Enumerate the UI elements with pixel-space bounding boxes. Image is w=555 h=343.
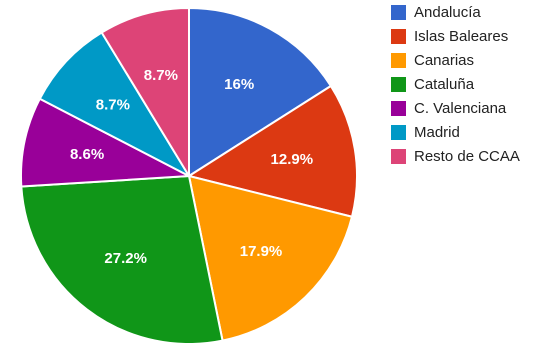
legend-label: C. Valenciana <box>414 100 507 117</box>
legend-item: Cataluña <box>391 76 475 93</box>
legend: Andalucía Islas Baleares Canarias Cataluña C… <box>391 4 520 165</box>
legend-swatch <box>391 77 406 92</box>
legend-item: Andalucía <box>391 4 481 21</box>
pie-slices <box>20 7 358 343</box>
slice-data-label: 8.7% <box>96 96 130 113</box>
legend-swatch <box>391 149 406 164</box>
legend-label: Madrid <box>414 124 460 141</box>
legend-label: Cataluña <box>414 76 475 93</box>
legend-label: Andalucía <box>414 4 481 21</box>
legend-label: Resto de CCAA <box>414 148 520 165</box>
legend-label: Islas Baleares <box>414 28 508 45</box>
pie-slice <box>20 97 190 188</box>
legend-item: Madrid <box>391 124 460 141</box>
pie-slice <box>188 7 332 177</box>
legend-item: Canarias <box>391 52 474 69</box>
slice-data-label: 8.7% <box>144 67 178 84</box>
slice-data-label: 16% <box>224 76 254 93</box>
slice-data-label: 12.9% <box>271 151 314 168</box>
legend-swatch <box>391 101 406 116</box>
legend-item: Resto de CCAA <box>391 148 520 165</box>
pie-slice <box>100 7 190 177</box>
legend-swatch <box>391 5 406 20</box>
pie-slice <box>20 175 224 343</box>
slice-data-label: 17.9% <box>240 243 283 260</box>
legend-item: Islas Baleares <box>391 28 508 45</box>
legend-item: C. Valenciana <box>391 100 507 117</box>
pie-slice <box>188 84 358 218</box>
legend-swatch <box>391 125 406 140</box>
slice-data-label: 8.6% <box>70 146 104 163</box>
legend-swatch <box>391 53 406 68</box>
pie-slice <box>188 175 353 342</box>
pie-slice <box>38 31 190 177</box>
slice-labels: 16% 12.9% 17.9% 27.2% 8.6% 8.7% 8.7% <box>70 67 313 267</box>
legend-swatch <box>391 29 406 44</box>
legend-label: Canarias <box>414 52 474 69</box>
slice-data-label: 27.2% <box>104 250 147 267</box>
